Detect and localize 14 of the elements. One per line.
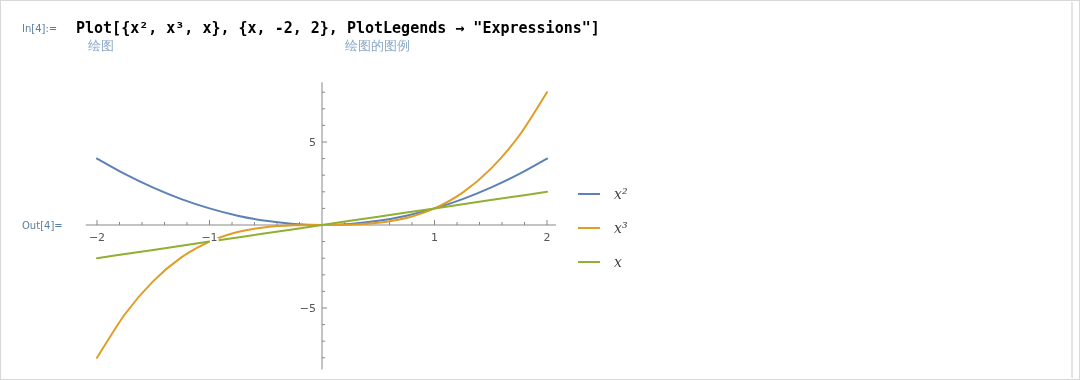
y-tick-label: −5 [299,302,316,315]
x-tick-label: −1 [201,231,218,244]
legend-label: x² [614,186,628,202]
x-tick-label: 2 [543,231,551,244]
annotation: Out[4]= [22,220,63,231]
annotation: In[4]:= [22,23,58,34]
y-tick-label: 5 [309,136,316,149]
annotation: Plot[{x², x³, x}, {x, -2, 2}, PlotLegends → "Expressions"] [76,19,600,37]
annotation: 绘图 [88,38,114,53]
x-tick-label: −2 [88,231,106,244]
x-tick-label: 1 [431,231,438,244]
annotation: 绘图的图例 [345,38,410,53]
legend-label: x³ [614,220,628,236]
legend-label: x [614,254,622,270]
